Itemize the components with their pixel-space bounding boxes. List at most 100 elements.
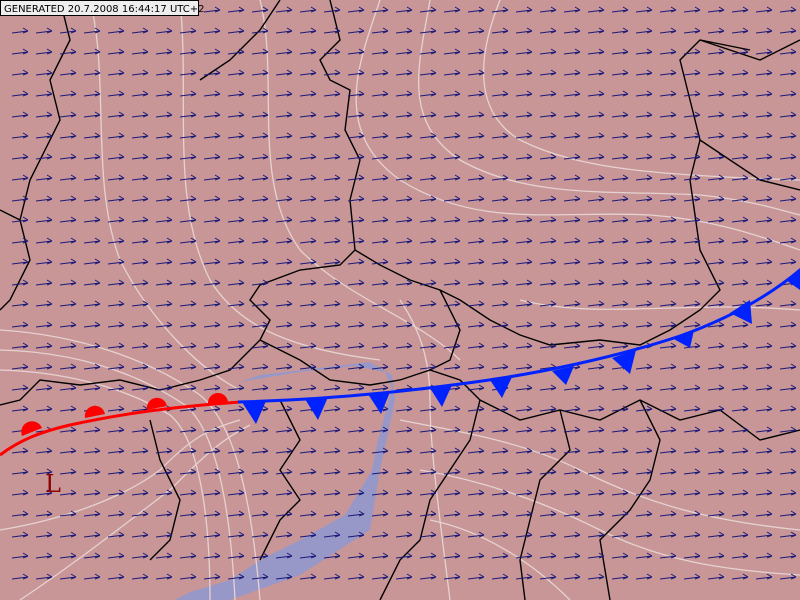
wind-arrow — [83, 531, 101, 538]
wind-arrow — [11, 321, 29, 328]
wind-arrow — [755, 195, 773, 202]
wind-arrow — [395, 363, 413, 370]
wind-arrow — [563, 321, 581, 328]
wind-arrow — [227, 279, 245, 286]
wind-arrow — [395, 321, 413, 328]
wind-arrow — [659, 342, 677, 349]
wind-arrow — [179, 258, 197, 265]
wind-arrow — [707, 510, 725, 517]
wind-arrow — [611, 384, 629, 391]
wind-arrow — [251, 384, 269, 391]
wind-arrow — [203, 6, 221, 13]
wind-arrow — [323, 6, 341, 13]
wind-arrow — [299, 6, 317, 13]
wind-arrow — [779, 426, 797, 433]
wind-arrow — [395, 300, 413, 307]
wind-arrow — [371, 237, 389, 244]
wind-arrow — [59, 300, 77, 307]
wind-arrow — [251, 111, 269, 118]
wind-arrow — [299, 531, 317, 538]
wind-arrow — [611, 6, 629, 13]
wind-arrow — [275, 321, 293, 328]
wind-arrow — [323, 195, 341, 202]
wind-arrow — [419, 27, 437, 34]
wind-arrow — [611, 48, 629, 55]
wind-arrow — [131, 216, 149, 223]
wind-arrow — [251, 468, 269, 475]
wind-arrow — [179, 132, 197, 139]
wind-arrow — [11, 132, 29, 139]
wind-arrow — [587, 90, 605, 97]
wind-arrow — [755, 132, 773, 139]
wind-arrow — [467, 258, 485, 265]
warm-front-line — [0, 400, 241, 457]
wind-arrow — [779, 237, 797, 244]
wind-arrow — [203, 27, 221, 34]
wind-arrow — [779, 69, 797, 76]
wind-arrow — [155, 258, 173, 265]
wind-arrow — [59, 174, 77, 181]
wind-arrow — [251, 489, 269, 496]
wind-arrow — [227, 132, 245, 139]
wind-arrow — [35, 237, 53, 244]
wind-arrow — [491, 300, 509, 307]
wind-arrow — [179, 90, 197, 97]
wind-arrow — [299, 27, 317, 34]
wind-arrow — [707, 447, 725, 454]
wind-arrow — [299, 321, 317, 328]
wind-arrow — [323, 573, 341, 580]
wind-arrow — [587, 531, 605, 538]
wind-arrow — [587, 510, 605, 517]
wind-arrow — [635, 489, 653, 496]
wind-arrow — [83, 258, 101, 265]
wind-arrow — [539, 510, 557, 517]
wind-arrow — [227, 510, 245, 517]
wind-arrow — [83, 90, 101, 97]
wind-arrow — [227, 90, 245, 97]
wind-arrow — [659, 384, 677, 391]
wind-arrow — [707, 279, 725, 286]
wind-arrows — [11, 6, 797, 580]
wind-arrow — [563, 174, 581, 181]
wind-arrow — [35, 552, 53, 559]
wind-arrow — [635, 426, 653, 433]
wind-arrow — [179, 27, 197, 34]
wind-arrow — [539, 384, 557, 391]
wind-arrow — [275, 153, 293, 160]
wind-arrow — [107, 300, 125, 307]
wind-arrow — [347, 489, 365, 496]
wind-arrow — [107, 489, 125, 496]
wind-arrow — [491, 342, 509, 349]
wind-arrow — [323, 279, 341, 286]
wind-arrow — [659, 552, 677, 559]
wind-arrow — [227, 195, 245, 202]
wind-arrow — [587, 468, 605, 475]
wind-arrow — [611, 216, 629, 223]
wind-arrow — [83, 279, 101, 286]
wind-arrow — [443, 237, 461, 244]
wind-arrow — [347, 69, 365, 76]
wind-arrow — [635, 363, 653, 370]
wind-arrow — [251, 69, 269, 76]
wind-arrow — [35, 153, 53, 160]
wind-arrow — [347, 468, 365, 475]
wind-arrow — [155, 174, 173, 181]
wind-arrow — [275, 279, 293, 286]
wind-arrow — [707, 153, 725, 160]
wind-arrow — [203, 132, 221, 139]
wind-arrow — [635, 132, 653, 139]
wind-arrow — [371, 27, 389, 34]
wind-arrow — [707, 195, 725, 202]
wind-arrow — [443, 510, 461, 517]
wind-arrow — [179, 279, 197, 286]
wind-arrow — [131, 489, 149, 496]
wind-arrow — [707, 27, 725, 34]
wind-arrow — [683, 531, 701, 538]
wind-arrow — [179, 468, 197, 475]
wind-arrow — [731, 573, 749, 580]
wind-arrow — [227, 27, 245, 34]
wind-arrow — [83, 153, 101, 160]
wind-arrow — [299, 48, 317, 55]
wind-arrow — [179, 216, 197, 223]
wind-arrow — [275, 111, 293, 118]
